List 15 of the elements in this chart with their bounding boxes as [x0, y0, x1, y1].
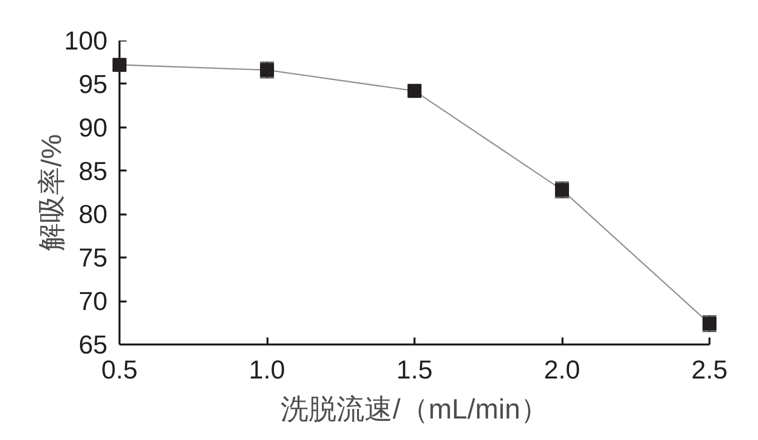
x-axis-title: 洗脱流速/（mL/min） [280, 394, 548, 424]
y-tick-label: 75 [78, 242, 108, 273]
point [112, 58, 126, 72]
y-tick-label: 95 [78, 68, 108, 99]
y-axis-title: 解吸率/% [36, 134, 68, 251]
x-tick-label: 1.5 [396, 354, 433, 384]
y-tick-label: 100 [64, 26, 108, 56]
y-tick-label: 90 [78, 112, 108, 142]
x-tick-label: 2.5 [691, 354, 728, 384]
x-tick-label: 1.0 [248, 354, 286, 384]
y-tick-label: 85 [78, 156, 108, 186]
y-tick-label: 80 [78, 199, 108, 230]
point [408, 84, 422, 98]
y-tick-label: 70 [78, 286, 108, 316]
x-tick-label: 2.0 [544, 354, 580, 384]
